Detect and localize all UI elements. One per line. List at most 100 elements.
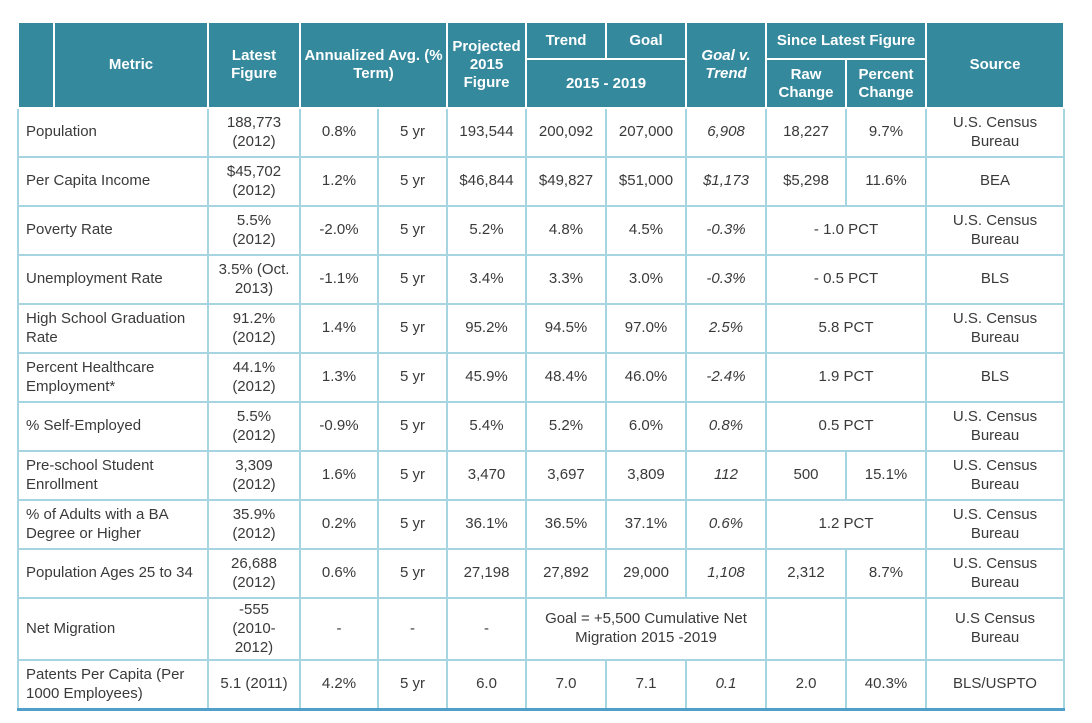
cell-term: 5 yr bbox=[376, 548, 449, 599]
cell-projected: - bbox=[446, 596, 528, 662]
cell-annualized-avg: -1.1% bbox=[299, 254, 379, 305]
cell-metric: Patents Per Capita (Per 1000 Employees) bbox=[17, 659, 209, 711]
cell-latest-figure: 5.5% (2012) bbox=[207, 205, 301, 256]
cell-source: BLS bbox=[925, 254, 1066, 305]
cell-goal-v-trend: 1,108 bbox=[685, 548, 768, 599]
cell-raw-change: 2,312 bbox=[765, 548, 848, 599]
cell-term: - bbox=[376, 596, 449, 662]
cell-goal: 4.5% bbox=[605, 205, 688, 256]
cell-term: 5 yr bbox=[376, 450, 449, 501]
cell-goal-v-trend: 6,908 bbox=[685, 107, 768, 158]
cell-percent-change bbox=[845, 596, 928, 662]
cell-term: 5 yr bbox=[376, 205, 449, 256]
cell-goal-v-trend: 0.8% bbox=[685, 401, 768, 452]
table-row-net-migration: Net Migration -555 (2010-2012) - - - Goa… bbox=[17, 596, 1066, 662]
cell-goal-v-trend: 2.5% bbox=[685, 303, 768, 354]
cell-percent-change: 8.7% bbox=[845, 548, 928, 599]
cell-goal: 3,809 bbox=[605, 450, 688, 501]
cell-latest-figure: 3,309 (2012) bbox=[207, 450, 301, 501]
cell-latest-figure: 3.5% (Oct. 2013) bbox=[207, 254, 301, 305]
cell-term: 5 yr bbox=[376, 107, 449, 158]
cell-percent-change: 9.7% bbox=[845, 107, 928, 158]
cell-projected: 36.1% bbox=[446, 499, 528, 550]
cell-projected: 5.2% bbox=[446, 205, 528, 256]
cell-metric: Net Migration bbox=[17, 596, 209, 662]
cell-source: U.S. Census Bureau bbox=[925, 450, 1066, 501]
cell-latest-figure: 188,773 (2012) bbox=[207, 107, 301, 158]
header-since-latest-figure: Since Latest Figure bbox=[765, 21, 928, 60]
cell-projected: 95.2% bbox=[446, 303, 528, 354]
cell-latest-figure: 5.1 (2011) bbox=[207, 659, 301, 711]
cell-raw-change bbox=[765, 596, 848, 662]
cell-percent-change: 15.1% bbox=[845, 450, 928, 501]
cell-goal: 6.0% bbox=[605, 401, 688, 452]
cell-trend: 3,697 bbox=[525, 450, 608, 501]
cell-projected: 6.0 bbox=[446, 659, 528, 711]
cell-goal: 46.0% bbox=[605, 352, 688, 403]
cell-metric: Population Ages 25 to 34 bbox=[17, 548, 209, 599]
header-row-top: Metric Latest Figure Annualized Avg. (% … bbox=[17, 21, 1066, 109]
cell-annualized-avg: 1.2% bbox=[299, 156, 379, 207]
cell-projected: 3,470 bbox=[446, 450, 528, 501]
cell-projected: 27,198 bbox=[446, 548, 528, 599]
cell-source: U.S. Census Bureau bbox=[925, 205, 1066, 256]
cell-source: BLS bbox=[925, 352, 1066, 403]
cell-metric: % of Adults with a BA Degree or Higher bbox=[17, 499, 209, 550]
header-percent-change: Percent Change bbox=[845, 58, 928, 109]
cell-goal-v-trend: 0.6% bbox=[685, 499, 768, 550]
cell-annualized-avg: 0.2% bbox=[299, 499, 379, 550]
cell-raw-change: 18,227 bbox=[765, 107, 848, 158]
table-row-population-25-34: Population Ages 25 to 34 26,688 (2012) 0… bbox=[17, 548, 1066, 599]
cell-goal-v-trend: $1,173 bbox=[685, 156, 768, 207]
cell-change-merged: - 1.0 PCT bbox=[765, 205, 928, 256]
header-goal-v-trend: Goal v. Trend bbox=[685, 21, 768, 109]
header-projected-2015: Projected 2015 Figure bbox=[446, 21, 528, 109]
header-spacer-cell bbox=[17, 21, 55, 109]
cell-annualized-avg: 1.4% bbox=[299, 303, 379, 354]
cell-metric: Poverty Rate bbox=[17, 205, 209, 256]
table-row-adults-ba-degree: % of Adults with a BA Degree or Higher 3… bbox=[17, 499, 1066, 550]
cell-change-merged: 0.5 PCT bbox=[765, 401, 928, 452]
cell-metric: % Self-Employed bbox=[17, 401, 209, 452]
cell-metric: High School Graduation Rate bbox=[17, 303, 209, 354]
cell-goal: 37.1% bbox=[605, 499, 688, 550]
cell-projected: 45.9% bbox=[446, 352, 528, 403]
cell-trend: 3.3% bbox=[525, 254, 608, 305]
cell-metric: Percent Healthcare Employment* bbox=[17, 352, 209, 403]
cell-raw-change: 2.0 bbox=[765, 659, 848, 711]
cell-term: 5 yr bbox=[376, 303, 449, 354]
cell-annualized-avg: - bbox=[299, 596, 379, 662]
cell-metric: Pre-school Student Enrollment bbox=[17, 450, 209, 501]
cell-trend: 94.5% bbox=[525, 303, 608, 354]
table-row-self-employed: % Self-Employed 5.5% (2012) -0.9% 5 yr 5… bbox=[17, 401, 1066, 452]
cell-raw-change: $5,298 bbox=[765, 156, 848, 207]
table-row-poverty-rate: Poverty Rate 5.5% (2012) -2.0% 5 yr 5.2%… bbox=[17, 205, 1066, 256]
cell-projected: 193,544 bbox=[446, 107, 528, 158]
cell-change-merged: 1.9 PCT bbox=[765, 352, 928, 403]
header-trend: Trend bbox=[525, 21, 608, 60]
table-row-healthcare-employment: Percent Healthcare Employment* 44.1% (20… bbox=[17, 352, 1066, 403]
cell-trend: $49,827 bbox=[525, 156, 608, 207]
cell-projected: 5.4% bbox=[446, 401, 528, 452]
table-row-hs-graduation-rate: High School Graduation Rate 91.2% (2012)… bbox=[17, 303, 1066, 354]
cell-metric: Unemployment Rate bbox=[17, 254, 209, 305]
cell-source: U.S. Census Bureau bbox=[925, 548, 1066, 599]
cell-trend: 200,092 bbox=[525, 107, 608, 158]
table-body: Population 188,773 (2012) 0.8% 5 yr 193,… bbox=[17, 107, 1066, 711]
cell-term: 5 yr bbox=[376, 401, 449, 452]
cell-latest-figure: $45,702 (2012) bbox=[207, 156, 301, 207]
cell-annualized-avg: 4.2% bbox=[299, 659, 379, 711]
cell-latest-figure: -555 (2010-2012) bbox=[207, 596, 301, 662]
cell-source: U.S. Census Bureau bbox=[925, 401, 1066, 452]
cell-goal-v-trend: -0.3% bbox=[685, 254, 768, 305]
cell-trend: 48.4% bbox=[525, 352, 608, 403]
table-row-unemployment-rate: Unemployment Rate 3.5% (Oct. 2013) -1.1%… bbox=[17, 254, 1066, 305]
cell-goal: 7.1 bbox=[605, 659, 688, 711]
cell-goal: 3.0% bbox=[605, 254, 688, 305]
cell-change-merged: - 0.5 PCT bbox=[765, 254, 928, 305]
cell-latest-figure: 91.2% (2012) bbox=[207, 303, 301, 354]
table-row-per-capita-income: Per Capita Income $45,702 (2012) 1.2% 5 … bbox=[17, 156, 1066, 207]
metrics-table: Metric Latest Figure Annualized Avg. (% … bbox=[17, 21, 1066, 711]
header-goal: Goal bbox=[605, 21, 688, 60]
